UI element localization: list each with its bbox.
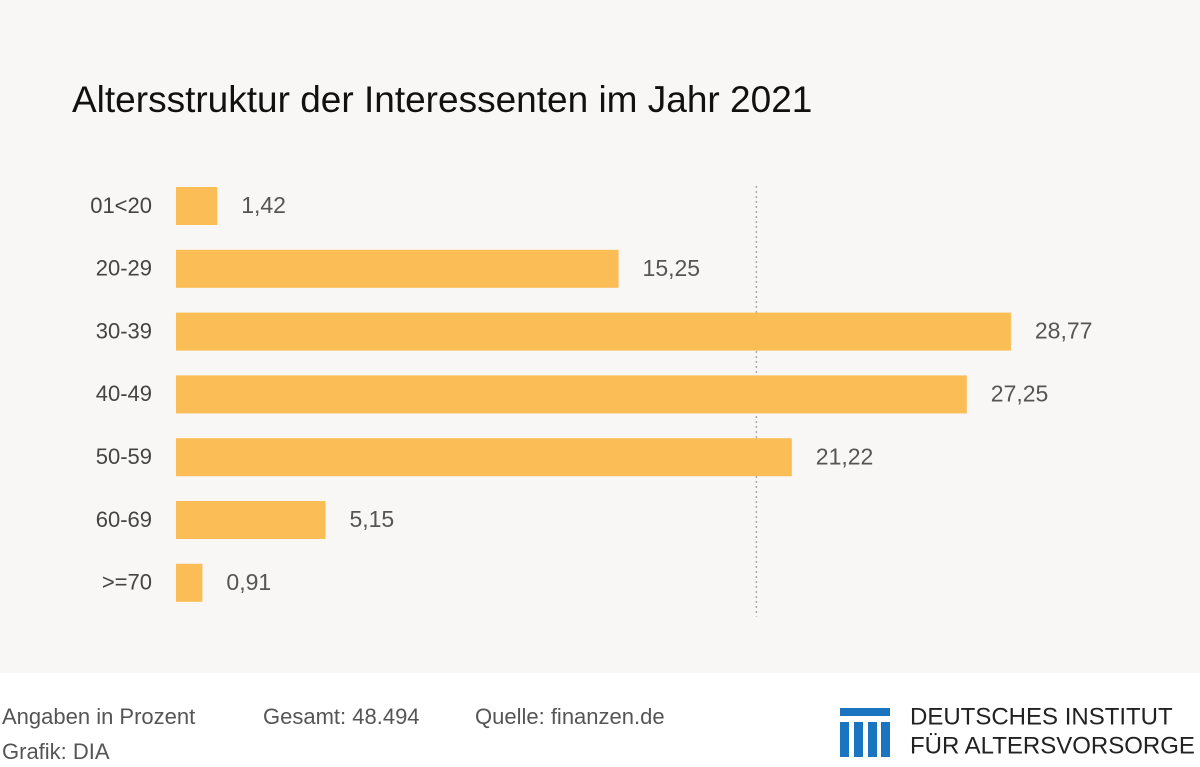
bar [176, 187, 218, 225]
footer-background [0, 673, 1200, 767]
plot-area: 01<20 1,42 20-29 15,25 30-39 28,77 40-49 27,25 5… [90, 186, 1092, 617]
footer-credit: Grafik: DIA [2, 739, 110, 764]
bar [176, 249, 619, 288]
value-label: 1,42 [241, 192, 286, 218]
value-label: 21,22 [816, 443, 874, 469]
logo-line: DEUTSCHES INSTITUT [910, 703, 1173, 730]
y-tick-label: 40-49 [96, 381, 152, 406]
bar [176, 312, 1011, 351]
value-label: 15,25 [643, 255, 701, 281]
y-tick-label: 20-29 [96, 256, 152, 281]
value-label: 0,91 [226, 569, 271, 595]
footer-total: Gesamt: 48.494 [263, 704, 420, 729]
bar [176, 375, 967, 414]
value-label: 27,25 [991, 380, 1049, 406]
bar [176, 563, 203, 602]
logo-icon [840, 708, 890, 757]
footer-unit: Angaben in Prozent [2, 704, 195, 729]
footer-source: Quelle: finanzen.de [475, 704, 665, 729]
chart-title: Altersstruktur der Interessenten im Jahr… [72, 79, 812, 120]
y-tick-label: 30-39 [96, 318, 152, 343]
value-label: 5,15 [349, 506, 394, 532]
bar [176, 501, 326, 539]
y-tick-label: 60-69 [96, 507, 152, 532]
value-label: 28,77 [1035, 318, 1093, 344]
y-tick-label: >=70 [102, 570, 152, 595]
y-tick-label: 50-59 [96, 444, 152, 469]
bar [176, 438, 792, 477]
y-tick-label: 01<20 [90, 193, 152, 218]
logo-line: FÜR ALTERSVORSORGE [910, 732, 1195, 759]
